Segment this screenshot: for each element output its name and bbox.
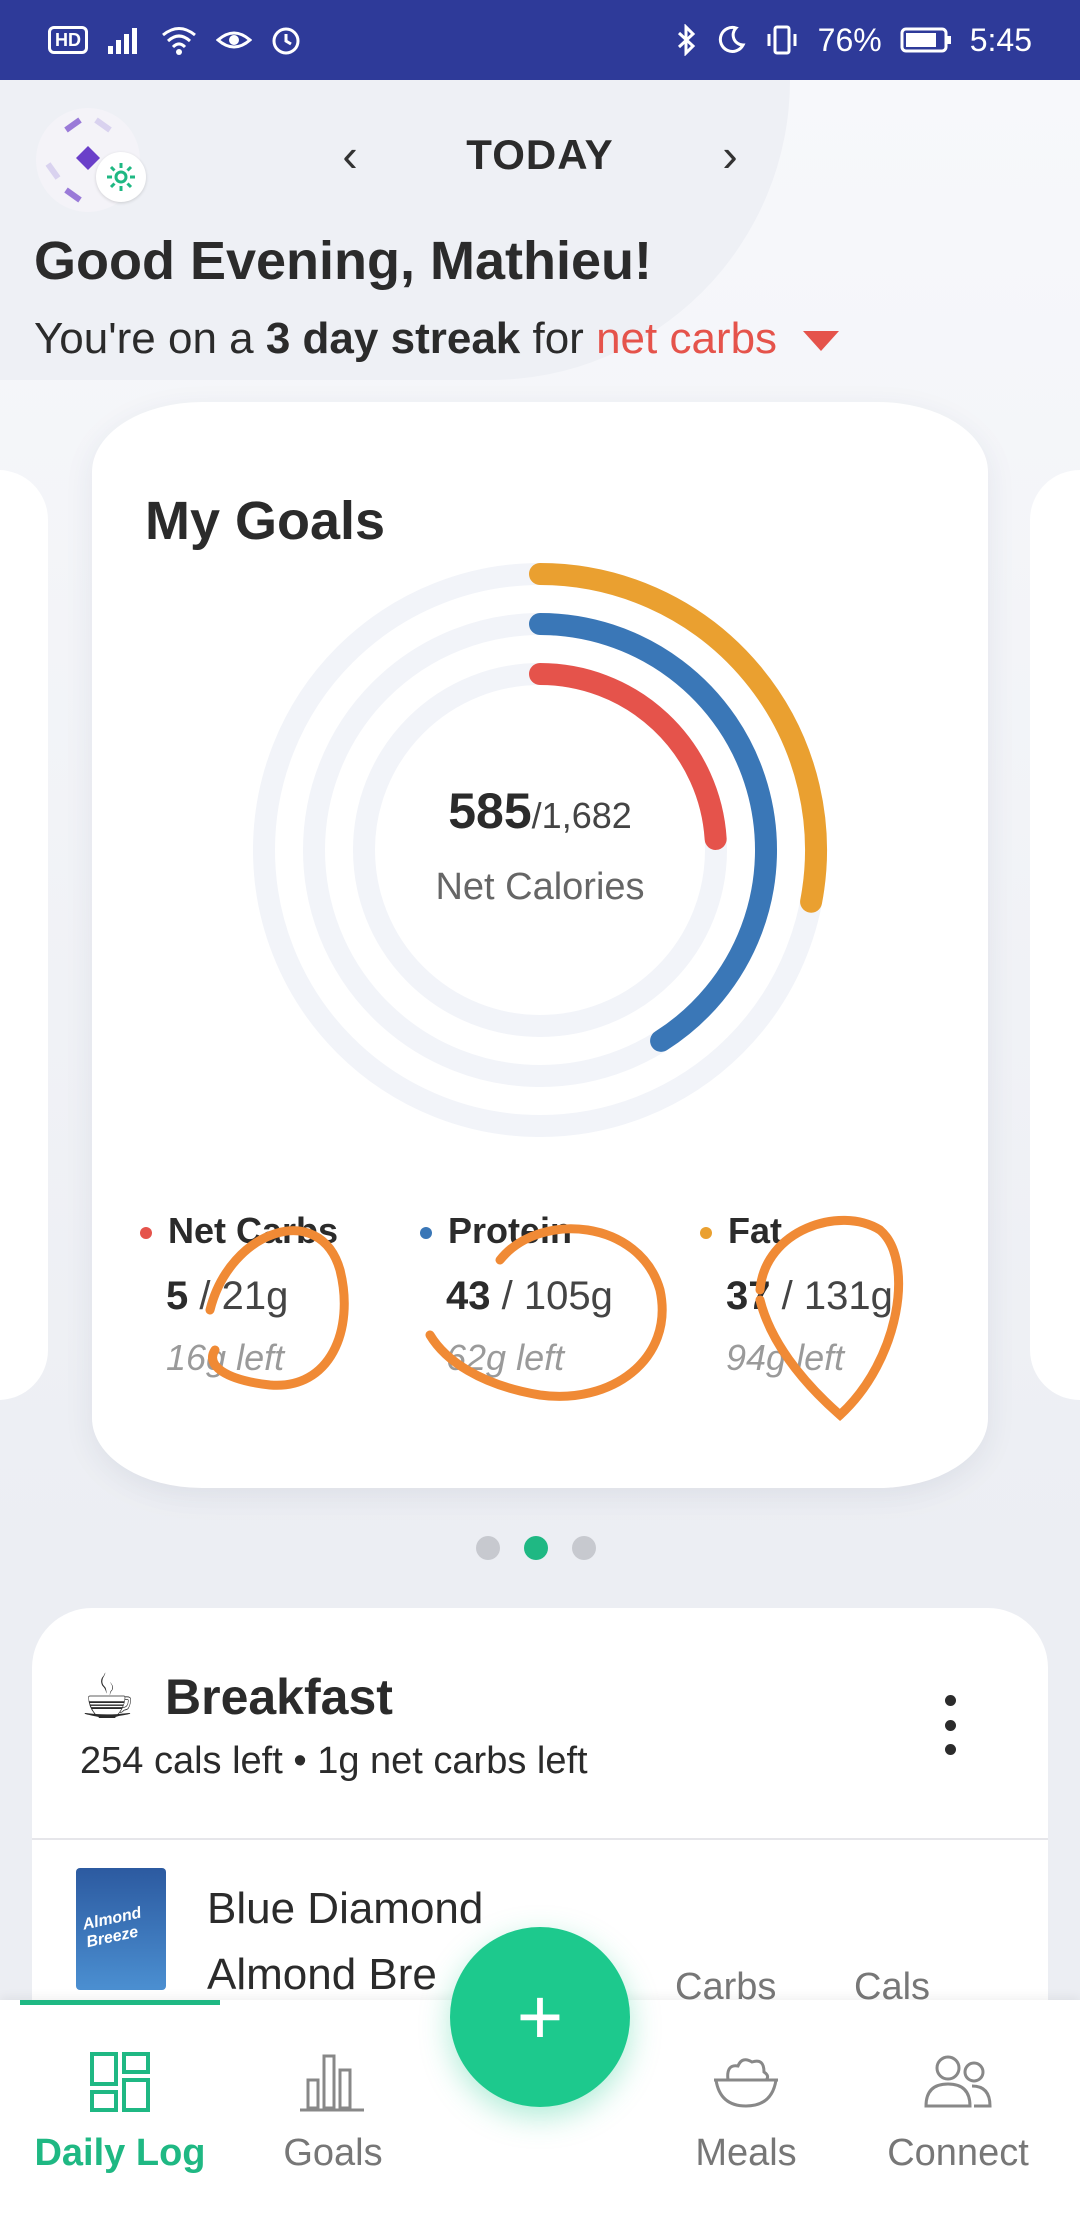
- breakfast-title[interactable]: Breakfast: [165, 1669, 393, 1725]
- macro-amount: 43: [446, 1274, 491, 1318]
- streak-metric-dropdown[interactable]: net carbs: [596, 314, 778, 363]
- macro-net-carbs[interactable]: Net Carbs 5 / 21g 16g left: [140, 1210, 380, 1379]
- nav-goals[interactable]: Goals: [223, 2050, 443, 2175]
- pager-dot-active[interactable]: [524, 1536, 548, 1560]
- battery-percent: 76%: [817, 21, 882, 58]
- bluetooth-icon: [677, 24, 695, 56]
- macro-amount: 5: [166, 1274, 189, 1318]
- divider: [32, 1838, 1048, 1840]
- hd-badge: HD: [48, 26, 88, 54]
- battery-icon: [900, 27, 951, 53]
- macro-remaining: 16g left: [166, 1337, 285, 1378]
- coffee-cup-icon: ☕: [80, 1663, 136, 1732]
- calories-consumed: 585: [448, 783, 532, 839]
- kebab-dot: [944, 1744, 956, 1755]
- macro-goal: / 131g: [770, 1274, 893, 1318]
- meals-bowl-icon: [714, 2058, 778, 2108]
- macro-name-row: Net Carbs: [140, 1210, 380, 1252]
- net-carbs-progress-arc: [529, 663, 727, 850]
- gear-icon: [107, 163, 135, 191]
- macro-remaining: 94g left: [726, 1337, 845, 1378]
- streak-prefix: You're on a: [34, 314, 266, 363]
- macro-amount-row: 37 / 131g: [726, 1274, 940, 1319]
- pager-dot[interactable]: [572, 1536, 596, 1560]
- dropdown-caret-icon[interactable]: [803, 331, 840, 352]
- status-right: 76% 5:45: [676, 22, 1032, 59]
- macro-protein[interactable]: Protein 43 / 105g 62g left: [420, 1210, 660, 1379]
- carousel-prev-card[interactable]: [0, 470, 48, 1400]
- settings-button[interactable]: [96, 152, 146, 202]
- goals-title: My Goals: [145, 491, 386, 551]
- kebab-dot: [944, 1695, 956, 1706]
- macro-name: Net Carbs: [168, 1210, 339, 1251]
- vibrate-icon: [767, 25, 797, 55]
- macro-amount: 37: [726, 1274, 771, 1318]
- goals-chart-icon: [300, 2054, 364, 2112]
- protein-progress-arc: [529, 613, 777, 1052]
- breakfast-more-menu-icon[interactable]: [935, 1695, 965, 1755]
- macro-name: Fat: [728, 1210, 782, 1251]
- nav-meals[interactable]: Meals: [636, 2050, 856, 2175]
- app-logo-mark: [45, 117, 112, 203]
- streak-text: You're on a 3 day streak for net carbs: [34, 314, 840, 364]
- date-navigator: ‹ TODAY ›: [320, 120, 760, 190]
- thumbnail-label: Almond Breeze: [81, 1904, 143, 1952]
- protein-dot-icon: [420, 1227, 432, 1240]
- nav-daily-log[interactable]: Daily Log: [10, 2050, 230, 2175]
- daily-log-icon: [90, 2052, 150, 2112]
- nav-label: Connect: [887, 2132, 1029, 2174]
- macro-goal: / 105g: [490, 1274, 613, 1318]
- macro-remaining: 62g left: [446, 1337, 565, 1378]
- macro-name-row: Protein: [420, 1210, 660, 1252]
- macro-goal: / 21g: [188, 1274, 289, 1318]
- alarm-icon: [272, 27, 300, 55]
- fat-progress-arc: [529, 563, 827, 913]
- clock-time: 5:45: [969, 21, 1032, 58]
- macro-amount-row: 43 / 105g: [446, 1274, 660, 1319]
- streak-count: 3 day streak: [265, 314, 521, 363]
- carousel-next-card[interactable]: [1030, 470, 1080, 1400]
- net-calories-label: Net Calories: [435, 866, 645, 908]
- next-day-button[interactable]: ›: [722, 129, 738, 181]
- nav-label: Daily Log: [34, 2132, 206, 2174]
- date-title[interactable]: TODAY: [466, 131, 614, 178]
- fat-dot-icon: [700, 1227, 712, 1240]
- macro-name: Protein: [448, 1210, 573, 1251]
- add-food-button[interactable]: +: [450, 1927, 630, 2107]
- macro-fat[interactable]: Fat 37 / 131g 94g left: [700, 1210, 940, 1379]
- goals-ring-chart: [253, 563, 827, 1137]
- active-tab-indicator: [20, 2000, 220, 2005]
- prev-day-button[interactable]: ‹: [342, 129, 358, 181]
- nav-label: Meals: [695, 2132, 797, 2174]
- streak-mid: for: [520, 314, 597, 363]
- net-carbs-dot-icon: [140, 1227, 152, 1240]
- status-bar: HD 76% 5:45: [0, 0, 1080, 80]
- food-thumbnail[interactable]: Almond Breeze: [76, 1868, 166, 1990]
- breakfast-summary: 254 cals left • 1g net carbs left: [80, 1740, 588, 1782]
- pager-dot[interactable]: [476, 1536, 500, 1560]
- net-calories-value: 585/1,682: [380, 782, 700, 840]
- connect-people-icon: [924, 2055, 992, 2108]
- nav-label: Goals: [283, 2132, 383, 2174]
- calories-goal: /1,682: [531, 795, 632, 836]
- carousel-pager: [476, 1536, 596, 1560]
- kebab-dot: [944, 1719, 956, 1731]
- moon-icon: [718, 25, 746, 53]
- food-item-name[interactable]: Blue Diamond Almond Bre: [207, 1884, 484, 1999]
- eye-icon: [216, 31, 252, 49]
- signal-icon: [108, 28, 137, 54]
- wifi-icon: [162, 27, 196, 55]
- nav-connect[interactable]: Connect: [848, 2050, 1068, 2175]
- macro-amount-row: 5 / 21g: [166, 1274, 380, 1319]
- macro-name-row: Fat: [700, 1210, 940, 1252]
- greeting-heading: Good Evening, Mathieu!: [34, 231, 652, 291]
- status-left: HD: [48, 24, 302, 56]
